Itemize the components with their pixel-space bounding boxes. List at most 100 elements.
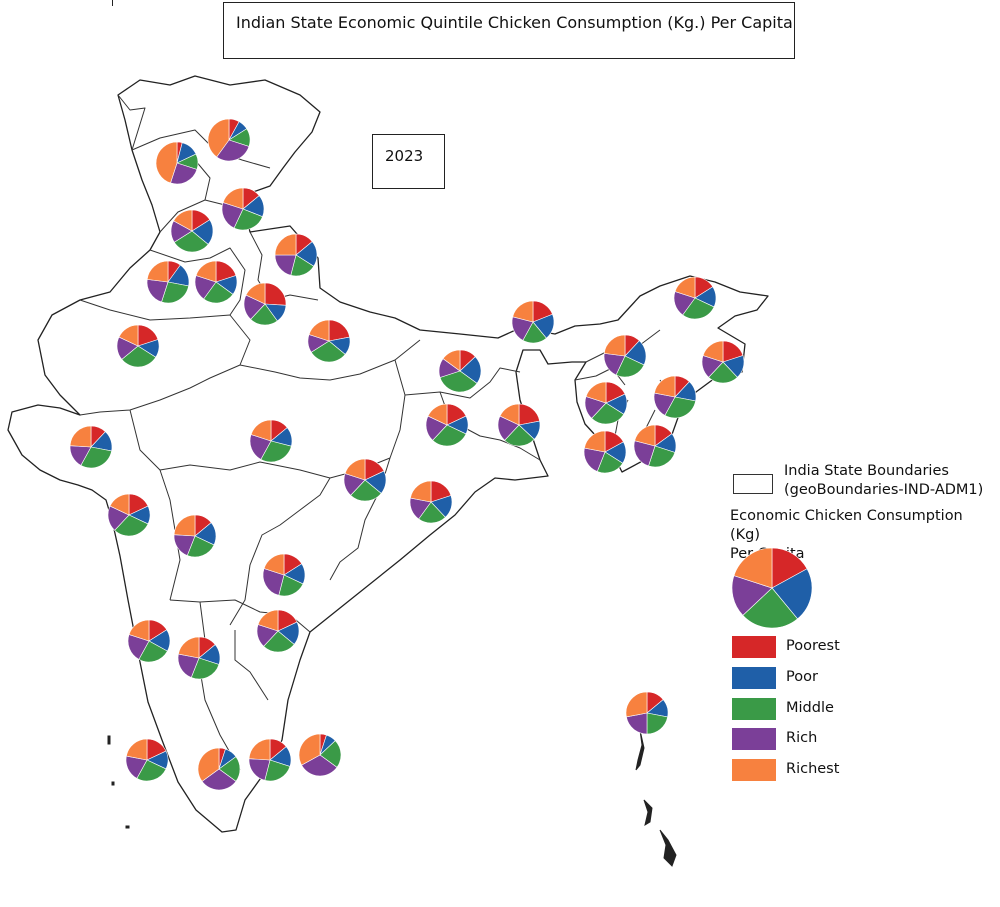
label-poorest: Poorest: [786, 638, 840, 654]
legend-pie-rich-slice: [731, 575, 773, 616]
state-pie: [127, 619, 171, 663]
state-pie-richest-slice: [109, 493, 130, 516]
frame-tick: [112, 0, 113, 6]
state-pie: [194, 260, 238, 304]
state-pie-richest-slice: [702, 340, 724, 363]
state-pie-richest-slice: [512, 300, 534, 323]
boundary-label: India State Boundaries (geoBoundaries-IN…: [784, 463, 984, 498]
state-pie: [262, 553, 306, 597]
state-pie-middle-slice: [161, 281, 189, 304]
state-pie-middle-slice: [591, 402, 625, 425]
legend-pie-richest-slice: [733, 547, 773, 589]
legend-pie: [731, 547, 813, 629]
state-pie-middle-slice: [682, 297, 715, 320]
state-pie-richest-slice: [173, 209, 193, 232]
state-pie-richest-slice: [155, 141, 178, 184]
andaman-nicobar-islands: [107, 729, 677, 867]
state-pie-richest-slice: [245, 282, 266, 305]
state-pie: [173, 514, 217, 558]
state-pie-richest-slice: [654, 375, 676, 398]
state-pie-middle-slice: [615, 355, 645, 378]
state-pie-poorest-slice: [264, 282, 287, 306]
state-pie: [107, 493, 151, 537]
state-pie-middle-slice: [263, 630, 295, 653]
state-pie: [197, 747, 241, 791]
state-pie-middle-slice: [439, 370, 478, 393]
state-pie-richest-slice: [674, 276, 696, 299]
state-pie-richest-slice: [625, 691, 648, 718]
state-pie: [170, 209, 214, 253]
state-pie-richest-slice: [248, 738, 271, 761]
map-title: Indian State Economic Quintile Chicken C…: [236, 13, 793, 32]
state-pie-richest-slice: [442, 349, 461, 372]
state-pie-richest-slice: [195, 260, 217, 283]
state-pie-rich-slice: [301, 754, 338, 777]
state-pie: [438, 349, 482, 393]
state-pie: [249, 419, 293, 463]
state-pie: [633, 424, 677, 468]
label-richest: Richest: [786, 761, 840, 777]
state-pie: [497, 403, 541, 447]
state-boundaries: [79, 94, 681, 771]
state-pie: [673, 276, 717, 320]
state-pie-middle-slice: [114, 514, 149, 537]
state-pie-richest-slice: [603, 334, 626, 357]
state-pie-richest-slice: [584, 430, 606, 453]
title-box: Indian State Economic Quintile Chicken C…: [223, 2, 795, 59]
state-pie: [425, 403, 469, 447]
state-pie-richest-slice: [634, 424, 656, 447]
state-pie-richest-slice: [250, 419, 272, 442]
state-pie-richest-slice: [344, 458, 366, 481]
state-pie-richest-slice: [222, 187, 244, 210]
label-middle: Middle: [786, 700, 834, 716]
legend-pie-poorest-slice: [771, 547, 808, 589]
state-pie-middle-slice: [648, 445, 676, 468]
state-pie-richest-slice: [178, 636, 200, 659]
state-pie-richest-slice: [263, 553, 285, 576]
swatch-richest: [732, 759, 776, 781]
state-pie-rich-slice: [201, 768, 237, 791]
state-pie: [584, 381, 628, 425]
state-pie-richest-slice: [173, 514, 196, 537]
state-pie-middle-slice: [310, 340, 346, 363]
state-pie: [155, 141, 199, 185]
state-pie-middle-slice: [350, 479, 382, 502]
state-pie-richest-slice: [427, 403, 448, 426]
swatch-poor: [732, 667, 776, 689]
state-pie-middle-slice: [664, 396, 696, 419]
state-pie-rich-slice: [633, 440, 656, 467]
state-pie-middle-slice: [186, 535, 215, 558]
swatch-rich: [732, 728, 776, 750]
state-pie: [343, 458, 387, 502]
state-pie-rich-slice: [262, 568, 285, 596]
state-pie: [177, 636, 221, 680]
state-pie-middle-slice: [432, 424, 467, 447]
state-pie-rich-slice: [216, 139, 250, 162]
state-pie: [274, 233, 318, 277]
state-pie: [583, 430, 627, 474]
state-pie-richest-slice: [308, 319, 330, 342]
state-pie-richest-slice: [410, 480, 432, 503]
state-pie-middle-slice: [138, 640, 168, 663]
label-poor: Poor: [786, 669, 818, 685]
state-pie-richest-slice: [128, 619, 150, 642]
legend-pie-poor-slice: [771, 568, 813, 620]
state-pie-middle-slice: [173, 230, 209, 253]
state-pie: [221, 187, 265, 231]
state-pie-middle-slice: [190, 657, 220, 680]
swatch-poorest: [732, 636, 776, 658]
state-pie-middle-slice: [203, 281, 234, 304]
india-outline: [7, 75, 769, 833]
state-pie-middle-slice: [708, 361, 738, 384]
state-pie: [256, 609, 300, 653]
state-pie: [125, 738, 169, 782]
legend-pie-middle-slice: [742, 587, 798, 629]
state-pie: [653, 375, 697, 419]
state-pie-middle-slice: [233, 208, 263, 231]
state-pie-richest-slice: [197, 747, 220, 782]
state-pie-middle-slice: [121, 345, 157, 368]
state-pie-richest-slice: [499, 403, 520, 426]
year-box: 2023: [372, 134, 445, 189]
state-pie: [603, 334, 647, 378]
